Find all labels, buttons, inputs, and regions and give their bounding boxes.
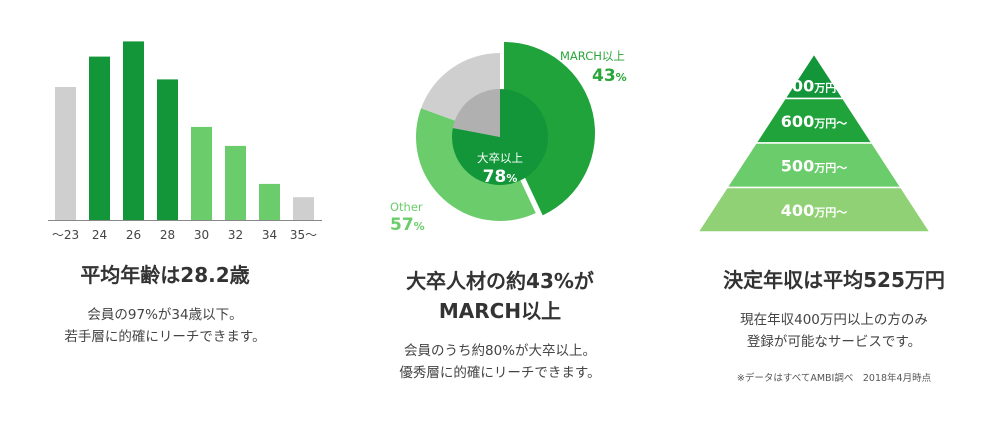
- x-tick-label-6: 34: [262, 228, 277, 242]
- x-tick-label-1: 24: [92, 228, 107, 242]
- donut-group: [416, 42, 595, 221]
- bar-7: [293, 197, 314, 220]
- age-panel-title: 平均年齢は28.2歳: [80, 263, 250, 287]
- income-pyramid-chart: 700万円〜 600万円〜 500万円〜 400万円〜: [696, 52, 932, 233]
- bar-4: [191, 126, 212, 220]
- bar-2: [123, 41, 144, 221]
- age-desc-line-2: 若手層に的確にリーチできます。: [64, 329, 266, 345]
- bar-5: [225, 145, 246, 220]
- other-value: 57%: [390, 215, 425, 235]
- age-panel-description: 会員の97%が34歳以下。 若手層に的確にリーチできます。: [0, 304, 330, 348]
- x-tick-label-5: 32: [228, 228, 243, 242]
- inner-value-number: 78: [483, 167, 507, 187]
- pyramid-label-2: 500万円〜: [781, 156, 847, 175]
- education-panel-description: 会員のうち約80%が大卒以上。 優秀層に的確にリーチできます。: [330, 340, 670, 384]
- inner-value: 78%: [483, 167, 518, 187]
- pyramid-label-3: 400万円〜: [781, 201, 847, 220]
- education-desc-line-1: 会員のうち約80%が大卒以上。: [403, 343, 596, 359]
- education-title-line-2: MARCH以上: [438, 299, 562, 323]
- march-value: 43%: [592, 66, 627, 86]
- education-donut-chart: MARCH以上 43% Other 57% 大卒以上 78%: [390, 42, 627, 235]
- bar-1: [89, 56, 110, 220]
- march-value-number: 43: [592, 66, 616, 86]
- x-tick-label-2: 26: [126, 228, 141, 242]
- pyramid-label-1: 600万円〜: [781, 112, 847, 131]
- education-title-line-1: 大卒人材の約43%が: [406, 269, 594, 293]
- x-tick-label-3: 28: [160, 228, 175, 242]
- inner-label: 大卒以上: [477, 151, 523, 165]
- x-tick-label-0: 〜23: [52, 228, 79, 242]
- pyramid-level-3: [696, 186, 932, 233]
- x-tick-label-7: 35〜: [290, 228, 317, 242]
- other-value-number: 57: [390, 215, 414, 235]
- x-tick-label-4: 30: [194, 228, 209, 242]
- education-panel-title: 大卒人材の約43%が MARCH以上: [330, 266, 670, 326]
- income-panel-title: 決定年収は平均525万円: [723, 268, 945, 292]
- pyramid-labels: 700万円〜 600万円〜 500万円〜 400万円〜: [781, 77, 847, 220]
- income-desc-line-2: 登録が可能なサービスです。: [746, 334, 922, 350]
- bar-0: [55, 87, 76, 220]
- education-desc-line-2: 優秀層に的確にリーチできます。: [399, 365, 601, 381]
- education-panel: MARCH以上 43% Other 57% 大卒以上 78% 大卒人材の約43%…: [330, 0, 670, 434]
- inner-value-unit: %: [506, 172, 517, 185]
- bar-6: [259, 183, 280, 220]
- data-source-note: ※データはすべてAMBI調べ 2018年4月時点: [736, 373, 932, 384]
- x-tick-labels: 〜23 24 26 28 30 32 34 35〜: [52, 228, 317, 242]
- bar-group: [55, 41, 314, 221]
- march-value-unit: %: [616, 71, 627, 84]
- inner-remainder-slice: [452, 89, 500, 137]
- bar-3: [157, 79, 178, 221]
- other-value-unit: %: [414, 220, 425, 233]
- other-label: Other: [390, 200, 423, 214]
- income-panel-description: 現在年収400万円以上の方のみ 登録が可能なサービスです。: [670, 309, 998, 353]
- age-bar-chart: 〜23 24 26 28 30 32 34 35〜: [48, 41, 322, 242]
- age-desc-line-1: 会員の97%が34歳以下。: [87, 307, 243, 323]
- march-label: MARCH以上: [560, 49, 625, 63]
- pyramid-group: [696, 52, 932, 233]
- income-desc-line-1: 現在年収400万円以上の方のみ: [740, 312, 928, 328]
- income-panel: 700万円〜 600万円〜 500万円〜 400万円〜 決定年収は平均525万円 現在…: [670, 0, 998, 434]
- pyramid-label-0: 700万円〜: [781, 77, 847, 96]
- age-panel: 〜23 24 26 28 30 32 34 35〜 平均年齢は28.2歳 会員の97%が34歳…: [0, 0, 330, 434]
